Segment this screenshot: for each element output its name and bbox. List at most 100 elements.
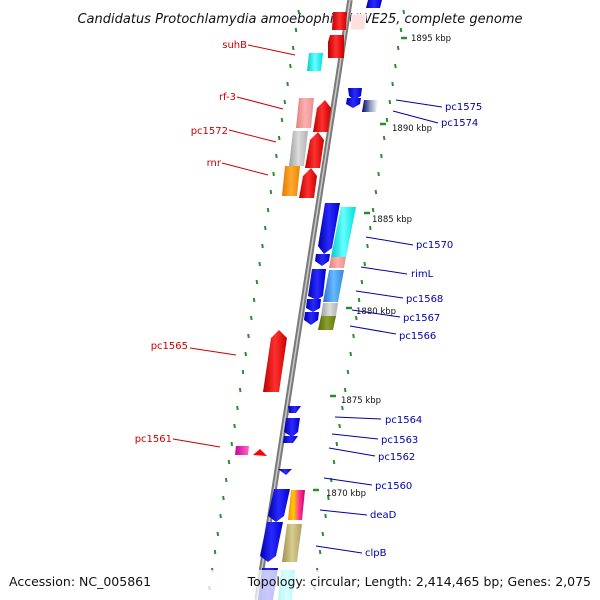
gene-arrow-reverse[interactable] [346, 98, 361, 108]
label-pc1574[interactable]: pc1574 [441, 118, 478, 129]
track-dot [241, 369, 245, 375]
leader-line [328, 447, 376, 457]
tick-label-1890: 1890 kbp [392, 124, 432, 134]
gene-pc1564[interactable] [288, 406, 301, 413]
track-dot [380, 153, 383, 159]
label-pc1567[interactable]: pc1567 [403, 313, 440, 324]
track-dot [321, 531, 325, 537]
track-dot [230, 441, 234, 447]
track-dot [360, 279, 364, 285]
tick-dot-tracks [208, 9, 406, 591]
leader-line [331, 433, 379, 440]
leader-line [365, 236, 414, 246]
label-deaD[interactable]: deaD [370, 510, 397, 521]
gene-block[interactable] [329, 257, 346, 268]
gene-block[interactable] [349, 13, 367, 31]
label-rimL[interactable]: rimL [411, 269, 434, 280]
track-dot [338, 423, 341, 429]
gene-pc1568[interactable] [323, 270, 344, 302]
gene-rimL[interactable] [315, 254, 330, 266]
gene-arrow-reverse[interactable] [308, 269, 326, 300]
map-title: Candidatus Protochlamydia amoebophila UW… [77, 12, 522, 27]
gene-arrow-reverse[interactable] [260, 522, 283, 562]
gene-pc1560[interactable] [278, 469, 292, 475]
gene-suhB[interactable] [307, 53, 323, 71]
gene-rnr[interactable] [282, 166, 300, 196]
track-dot [216, 531, 220, 537]
leader-line [334, 416, 382, 420]
gene-arrow-forward[interactable] [253, 449, 267, 456]
leader-line [392, 110, 439, 124]
label-clpB[interactable]: clpB [365, 548, 387, 559]
gene-pc1570[interactable] [331, 207, 356, 257]
gene-pc1562[interactable] [283, 436, 298, 443]
gene-pc1572[interactable] [289, 131, 308, 166]
gene-arrow-forward[interactable] [328, 35, 344, 58]
leader-line [315, 545, 363, 554]
track-dot [399, 27, 403, 33]
gene-rf-3[interactable] [296, 98, 314, 128]
label-pc1562[interactable]: pc1562 [378, 452, 415, 463]
track-dot [388, 99, 392, 105]
label-rf-3[interactable]: rf-3 [219, 92, 236, 103]
label-rnr[interactable]: rnr [207, 158, 222, 169]
gene-pc1567[interactable] [321, 303, 338, 316]
track-dot [374, 189, 378, 195]
gene-arrow-reverse[interactable] [366, 0, 382, 8]
gene-deaD[interactable] [288, 490, 305, 520]
leader-line [236, 96, 284, 110]
label-pc1560[interactable]: pc1560 [375, 481, 412, 492]
leader-line [355, 290, 404, 299]
track-dot [261, 243, 264, 249]
gene-pc1565[interactable] [263, 330, 287, 392]
label-pc1563[interactable]: pc1563 [381, 435, 418, 446]
track-dot [357, 297, 361, 303]
track-dot [346, 369, 350, 375]
gene-pc1566[interactable] [318, 316, 336, 330]
label-pc1575[interactable]: pc1575 [445, 102, 482, 113]
forward-gene-labels: suhB rf-3 pc1572 rnr pc1565 pc1561 [135, 40, 296, 448]
gene-arrow-reverse[interactable] [304, 312, 319, 325]
gene-pc1563[interactable] [284, 418, 300, 437]
gene-arrow-forward[interactable] [299, 168, 317, 198]
label-pc1565[interactable]: pc1565 [151, 341, 188, 352]
gene-arrow-forward[interactable] [332, 12, 347, 30]
gene-clpB[interactable] [282, 524, 302, 562]
track-dot [382, 135, 386, 141]
gene-pc1575[interactable] [348, 88, 362, 100]
track-dot [247, 333, 250, 339]
label-pc1564[interactable]: pc1564 [385, 415, 422, 426]
gene-pc1574[interactable] [362, 100, 378, 112]
track-dot [363, 261, 366, 267]
label-pc1568[interactable]: pc1568 [406, 294, 443, 305]
label-pc1570[interactable]: pc1570 [416, 240, 453, 251]
leader-line [172, 438, 221, 448]
label-suhB[interactable]: suhB [222, 40, 247, 51]
tick-label-1875: 1875 kbp [341, 396, 381, 406]
reverse-gene-labels: pc1575 pc1574 pc1570 rimL pc1568 pc1567 … [315, 99, 482, 559]
leader-line [360, 266, 408, 275]
track-dot [369, 225, 372, 231]
gene-arrow-forward[interactable] [305, 132, 324, 168]
gene-arrow-reverse[interactable] [306, 299, 321, 312]
label-pc1566[interactable]: pc1566 [399, 331, 436, 342]
leader-line [228, 129, 277, 143]
label-pc1572[interactable]: pc1572 [191, 126, 228, 137]
gene-arrow-forward[interactable] [313, 100, 331, 132]
track-dot [324, 513, 327, 519]
track-dot [238, 387, 242, 393]
gene-pc1561[interactable] [235, 446, 249, 455]
track-dot [252, 297, 256, 303]
leader-line [323, 477, 373, 486]
tick-label-1870: 1870 kbp [326, 489, 366, 499]
track-dot [341, 405, 344, 411]
tick-label-1885: 1885 kbp [372, 215, 412, 225]
gene-arrow-reverse[interactable] [268, 489, 290, 522]
track-dot [219, 513, 222, 519]
label-pc1561[interactable]: pc1561 [135, 434, 172, 445]
leader-line [189, 347, 237, 356]
track-dot [286, 81, 289, 87]
gene-arrow-reverse[interactable] [318, 203, 340, 254]
track-dot [222, 495, 225, 501]
